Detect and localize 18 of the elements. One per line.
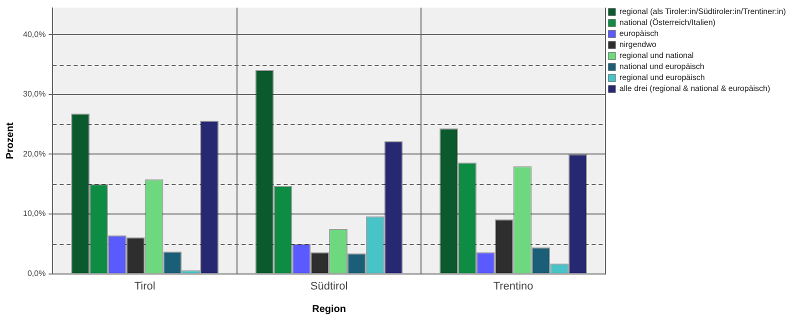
x-tick-label: Südtirol [310, 280, 348, 292]
x-tick-label: Trentino [493, 280, 534, 292]
legend-label: alle drei (regional & national & europäisch) [619, 84, 771, 94]
y-tick-label: 20,0% [22, 149, 46, 158]
legend-label: europäisch [619, 29, 659, 38]
x-tick-label: Tirol [134, 280, 156, 292]
y-tick-label: 0,0% [27, 269, 46, 278]
legend-label: regional (als Tiroler:in/Südtiroler:in/Trentiner:in) [619, 7, 786, 16]
x-axis-title: Region [312, 304, 346, 315]
legend-label: nirgendwo [619, 40, 657, 50]
y-tick-label: 30,0% [22, 90, 46, 99]
y-tick-label: 10,0% [22, 209, 46, 218]
legend-label: national und europäisch [619, 62, 704, 72]
y-axis-title: Prozent [4, 122, 16, 160]
legend-label: regional und europäisch [619, 73, 705, 82]
y-tick-label: 40,0% [22, 30, 46, 39]
legend-label: national (Österreich/Italien) [619, 18, 716, 28]
legend-label: regional und national [619, 51, 694, 60]
